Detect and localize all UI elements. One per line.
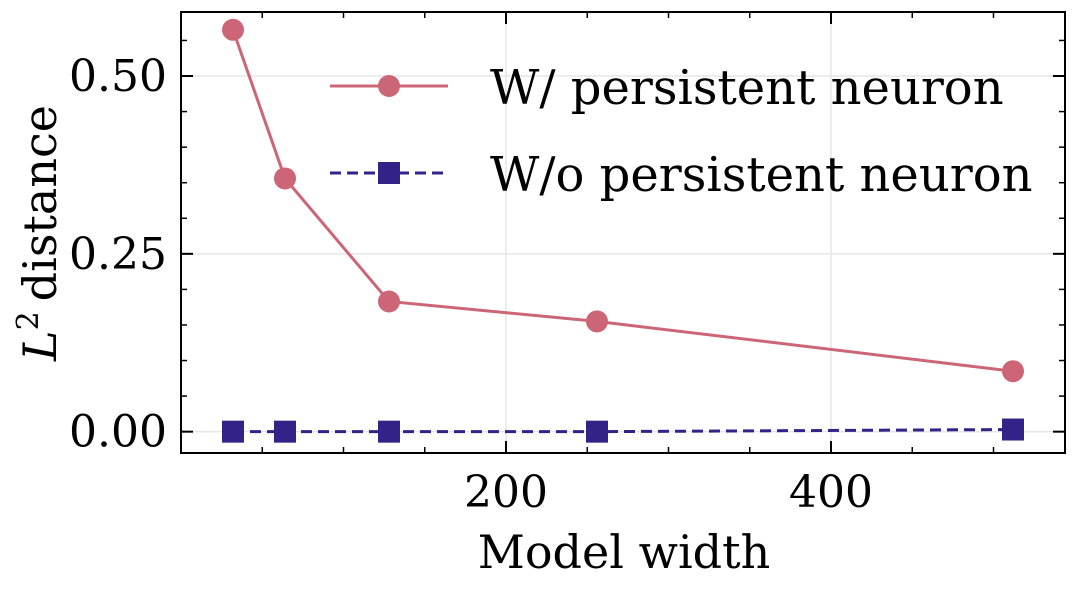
data-point xyxy=(274,167,296,190)
y-axis-label-text: distance xyxy=(13,105,67,301)
data-point xyxy=(274,420,296,443)
legend-entry: W/o persistent neuron xyxy=(330,147,1033,203)
y-tick-label: 0.25 xyxy=(69,229,167,280)
data-point xyxy=(222,18,244,41)
x-tick-label: 200 xyxy=(464,467,548,518)
legend-marker-series-1 xyxy=(378,75,400,97)
series-2 xyxy=(222,418,1024,443)
data-point xyxy=(586,420,608,443)
series-1 xyxy=(222,18,1024,383)
legend-label-series-1: W/ persistent neuron xyxy=(490,60,1004,116)
y-tick-label: 0.50 xyxy=(69,51,167,102)
plot-area-frame xyxy=(180,11,1066,454)
y-tick-label: 0.00 xyxy=(69,407,167,458)
data-point xyxy=(378,420,400,443)
y-axis-label-superscript: 2 xyxy=(11,311,46,330)
data-point xyxy=(378,290,400,313)
tick-labels: 200 400 0.00 0.25 0.50 xyxy=(69,51,873,518)
axis-ticks xyxy=(181,12,1065,453)
data-point xyxy=(1002,360,1024,383)
data-point xyxy=(586,310,608,333)
data-point xyxy=(222,420,244,443)
data-point xyxy=(1002,418,1024,441)
y-axis-label: L2 distance xyxy=(11,105,67,362)
y-axis-label-base: L xyxy=(13,330,67,362)
legend: W/ persistent neuron W/o persistent neur… xyxy=(330,60,1033,203)
x-axis-label: Model width xyxy=(478,525,770,579)
legend-marker-series-2 xyxy=(378,162,400,184)
legend-label-series-2: W/o persistent neuron xyxy=(490,147,1033,203)
x-tick-label: 400 xyxy=(789,467,873,518)
plot-series xyxy=(222,18,1024,443)
legend-entry: W/ persistent neuron xyxy=(330,60,1004,116)
